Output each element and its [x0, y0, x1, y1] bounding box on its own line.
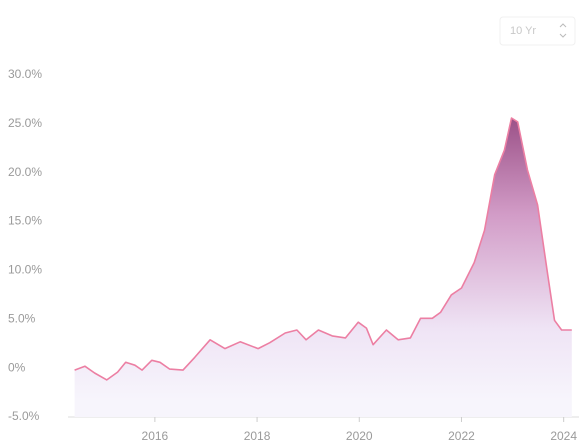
selector-box[interactable] [499, 16, 576, 46]
x-tick-label: 2020 [346, 429, 373, 443]
x-tick-label: 2016 [142, 429, 169, 443]
y-tick-label: 25.0% [8, 116, 42, 130]
selector-label[interactable]: 10 Yr [510, 25, 536, 37]
y-tick-label: 30.0% [8, 67, 42, 81]
area [74, 118, 572, 417]
x-tick-label: 2022 [448, 429, 475, 443]
x-tick-label: 2024 [550, 429, 577, 443]
y-tick-label: 10.0% [8, 263, 42, 277]
range-selector[interactable]: 10 Yr [499, 16, 576, 46]
y-tick-label: 15.0% [8, 214, 42, 228]
y-tick-label: 0% [8, 360, 26, 374]
y-tick-label: 5.0% [8, 311, 36, 325]
y-tick-label: -5.0% [8, 409, 40, 423]
x-tick-label: 2018 [244, 429, 271, 443]
y-tick-label: 20.0% [8, 165, 42, 179]
selector-arrows [559, 23, 567, 38]
line [74, 117, 572, 381]
